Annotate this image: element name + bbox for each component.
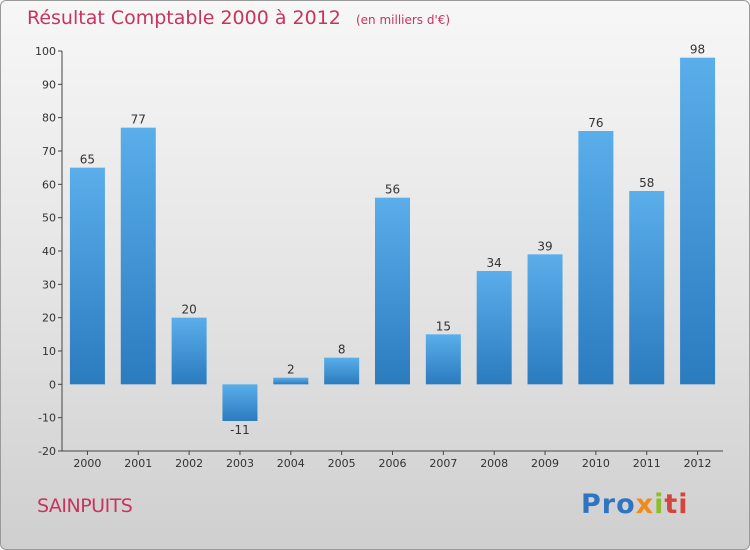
x-tick-label: 2011 [633,457,661,470]
x-tick-label: 2009 [531,457,559,470]
y-tick-label: 100 [35,45,56,58]
x-tick-label: 2004 [277,457,305,470]
data-label: 2 [287,363,295,377]
y-tick-label: 90 [42,78,56,91]
logo-part-4: ti [664,489,689,520]
y-tick-label: 70 [42,145,56,158]
x-tick-label: 2001 [124,457,152,470]
data-label: 65 [80,153,95,167]
bar [375,197,410,385]
x-tick-label: 2002 [175,457,203,470]
bar [222,384,258,421]
y-tick-label: 60 [42,178,56,191]
x-tick-label: 2006 [379,457,407,470]
y-tick-label: 80 [42,112,56,125]
y-tick-label: 20 [42,312,56,325]
data-label: 56 [385,183,400,197]
y-tick-label: -20 [38,445,56,458]
x-tick-label: 2012 [684,457,712,470]
data-label: 77 [131,113,146,127]
x-tick-label: 2000 [73,457,101,470]
bar [680,57,716,385]
bar [120,127,156,385]
data-label: 34 [487,256,502,270]
data-label: 76 [588,116,603,130]
x-tick-label: 2008 [480,457,508,470]
proxiti-logo: Proxiti [581,489,689,520]
data-label: -11 [230,423,250,437]
y-tick-label: 30 [42,278,56,291]
bar [629,191,665,385]
bar [476,271,512,385]
chart-title-text: Résultat Comptable 2000 à 2012 [27,7,341,29]
bar [527,254,563,385]
data-label: 58 [639,176,654,190]
bar [578,131,614,385]
logo-part-2: x [635,489,655,520]
x-tick-label: 2010 [582,457,610,470]
chart-title: Résultat Comptable 2000 à 2012 (en milli… [27,7,450,29]
y-tick-label: 0 [49,378,56,391]
logo-part-1: Pro [581,489,636,520]
x-tick-label: 2005 [328,457,356,470]
logo-part-3: i [654,489,665,520]
chart-unit: (en milliers d'€) [355,13,451,27]
data-label: 15 [436,319,451,333]
data-label: 20 [181,303,196,317]
x-tick-label: 2003 [226,457,254,470]
bar [69,167,105,385]
y-tick-label: 40 [42,245,56,258]
data-label: 39 [537,239,552,253]
bar [425,334,461,385]
y-tick-label: 50 [42,212,56,225]
y-tick-label: 10 [42,345,56,358]
bar [324,357,360,385]
x-tick-label: 2007 [429,457,457,470]
data-label: 98 [690,43,705,57]
data-label: 8 [338,343,346,357]
bar [171,317,207,385]
bar [273,377,309,385]
commune-name: SAINPUITS [37,495,133,517]
y-tick-label: -10 [38,412,56,425]
